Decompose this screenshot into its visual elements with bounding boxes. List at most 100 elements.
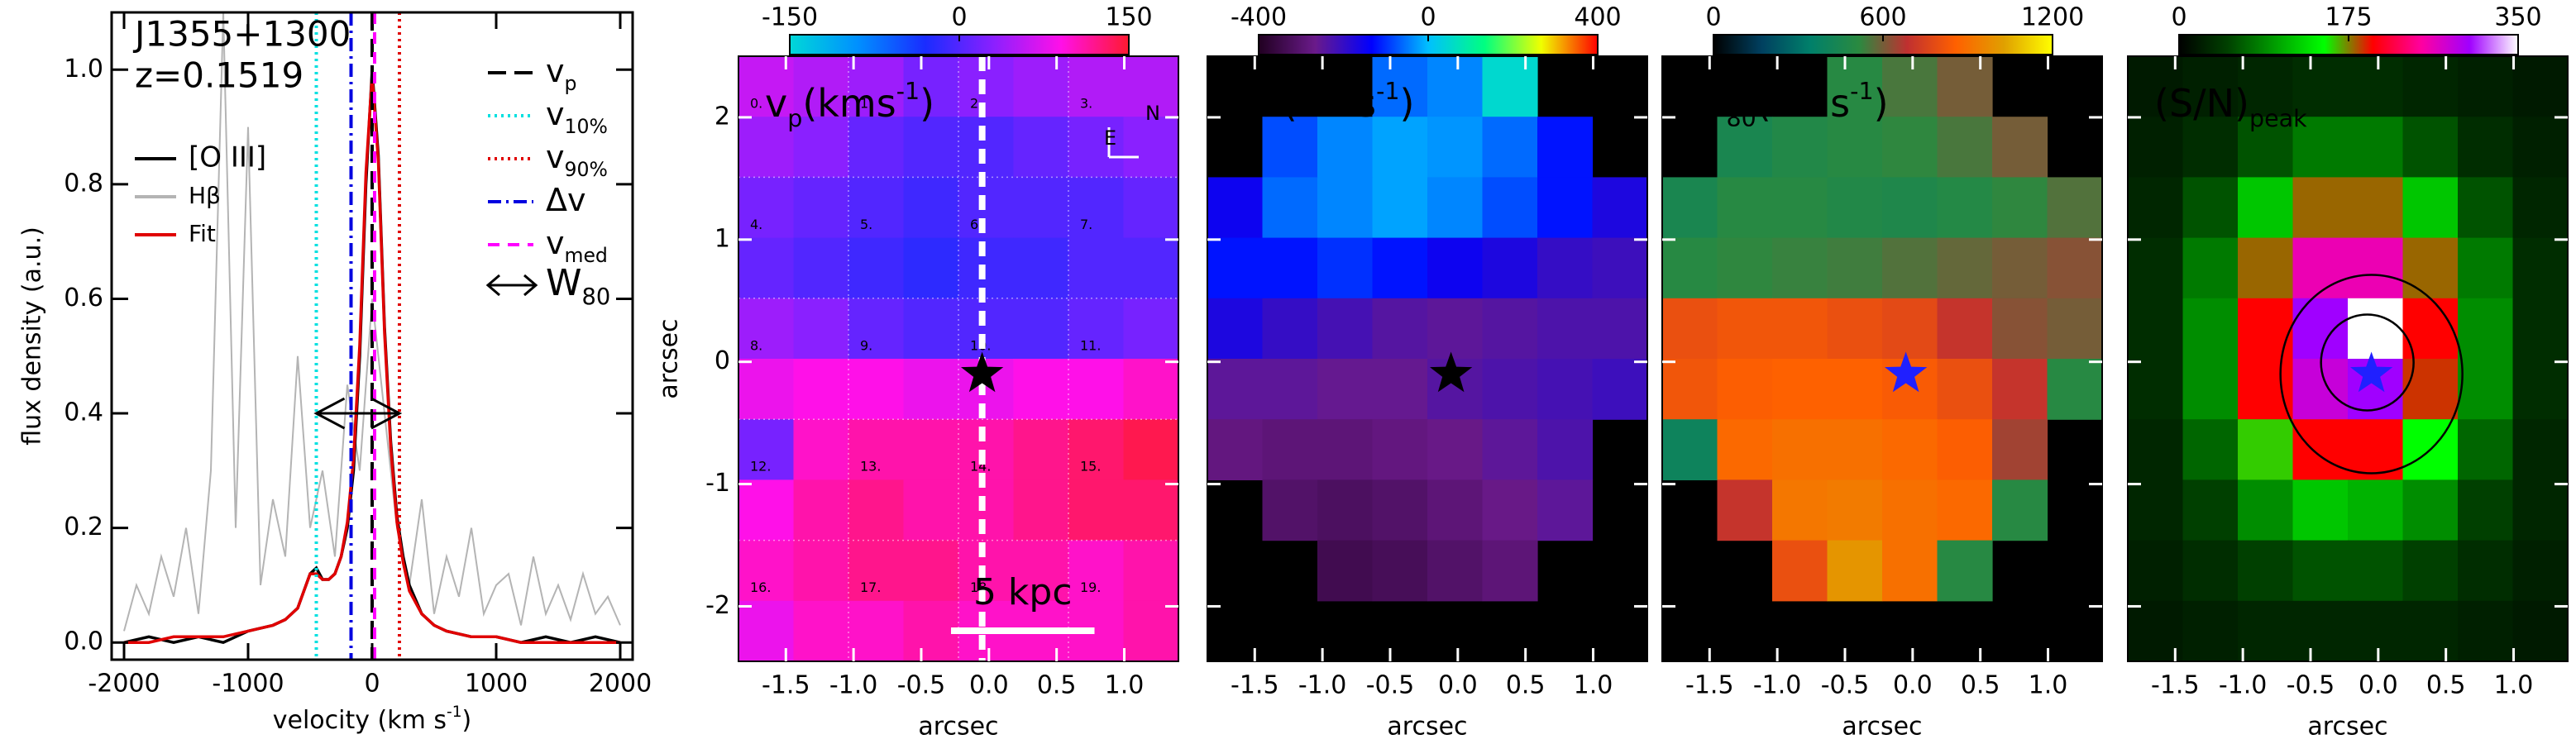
text-part: p — [565, 72, 577, 95]
map-cell — [1772, 298, 1828, 360]
map-cell — [1427, 540, 1484, 602]
x-tick-label: -0.5 — [1366, 671, 1415, 700]
x-tick-label: 1.0 — [1105, 671, 1145, 700]
map-cell — [2292, 298, 2349, 360]
text-part: -1 — [447, 703, 462, 721]
region-label: 8. — [750, 337, 762, 353]
text-part: 80 — [582, 284, 611, 310]
map-cell — [2458, 419, 2514, 480]
map-cell — [2238, 237, 2294, 299]
map-cell — [958, 298, 1015, 360]
map-cell — [1068, 359, 1125, 420]
map-cell — [1882, 540, 1938, 602]
map-cell — [1772, 479, 1828, 541]
map-cell — [848, 419, 905, 480]
map-cell — [1537, 479, 1594, 541]
map-cell — [1592, 298, 1648, 360]
text-part: v — [546, 96, 565, 132]
map-cell — [1372, 479, 1428, 541]
map-cell — [1537, 359, 1594, 420]
map-cell — [2182, 540, 2239, 602]
map-cell — [1827, 298, 1883, 360]
map-cell — [2348, 479, 2404, 541]
map-cell — [1662, 177, 1718, 239]
map-cell — [1207, 237, 1264, 299]
region-label: 19. — [1080, 579, 1101, 595]
map-cell — [2458, 117, 2514, 178]
map-cell — [1662, 237, 1718, 299]
text-part: W — [1689, 81, 1726, 126]
contour — [2320, 313, 2415, 412]
region-label: 11. — [1080, 337, 1101, 353]
y-tick-label: 2 — [714, 102, 730, 131]
map-cell — [1592, 177, 1648, 239]
map-cell — [848, 540, 905, 602]
text-part: 90% — [565, 158, 608, 181]
map-cell — [1662, 298, 1718, 360]
map-cell — [2182, 419, 2239, 480]
map-cell — [2402, 298, 2459, 360]
map-cell — [2128, 177, 2184, 239]
map-cell — [2128, 359, 2184, 420]
map-cell — [2458, 479, 2514, 541]
map-title: vp(kms-1) — [765, 78, 934, 132]
map-cell — [1937, 540, 1993, 602]
text-part: Δv(kms — [1234, 81, 1376, 126]
map-cell — [1123, 177, 1179, 239]
map-cell — [2182, 237, 2239, 299]
map-cell — [848, 237, 905, 299]
map-frame — [1207, 55, 1648, 662]
map-cell — [1372, 298, 1428, 360]
map-cell — [1482, 298, 1538, 360]
map-cell — [1717, 359, 1773, 420]
map-cell — [2238, 479, 2294, 541]
legend-arrow — [485, 274, 538, 297]
x-axis-label: arcsec — [2307, 713, 2387, 742]
x-tick-label: -1.5 — [762, 671, 810, 700]
map-cell — [848, 177, 905, 239]
y-tick-label: 1 — [714, 224, 730, 253]
x-tick-label: 0.5 — [1037, 671, 1077, 700]
map-cell — [2292, 600, 2349, 662]
map-cell — [1013, 177, 1069, 239]
legend-label: Δv — [546, 182, 585, 218]
colorbar-tick-label: 0 — [1420, 3, 1436, 32]
map-cell — [1317, 298, 1374, 360]
x-tick-label: 1000 — [465, 670, 528, 699]
x-tick-label: -1.5 — [2151, 671, 2200, 700]
text-part: (S/N) — [2154, 81, 2249, 126]
map-cell — [2402, 479, 2459, 541]
map-cell — [1717, 298, 1773, 360]
map-cell — [1262, 479, 1318, 541]
text-part: (kms — [1756, 81, 1850, 126]
map-cell — [958, 117, 1015, 178]
x-tick-label: 0.5 — [1506, 671, 1546, 700]
map-title: (S/N)peak — [2154, 81, 2307, 132]
map-cell — [1717, 479, 1773, 541]
x-tick-label: 0 — [364, 670, 380, 699]
map-cell — [1262, 419, 1318, 480]
map-cell — [1068, 479, 1125, 541]
x-tick-label: 0.0 — [1438, 671, 1478, 700]
map-cell — [1068, 419, 1125, 480]
map-cell — [1372, 177, 1428, 239]
map-frame — [1661, 55, 2103, 662]
map-cell — [1123, 419, 1179, 480]
map-cell — [1427, 419, 1484, 480]
map-cell — [2238, 540, 2294, 602]
map-cell — [2292, 419, 2349, 480]
map-cell — [1882, 419, 1938, 480]
text-part: v — [546, 225, 565, 261]
center-star — [1430, 351, 1473, 393]
map-cell — [1992, 177, 2048, 239]
map-cell — [2238, 298, 2294, 360]
map-cell — [738, 540, 795, 602]
map-cell — [2182, 600, 2239, 662]
text-part: ) — [1400, 81, 1415, 126]
map-cell — [1123, 600, 1179, 662]
region-label: 14. — [970, 459, 991, 475]
map-cell — [2128, 419, 2184, 480]
map-cell — [1772, 237, 1828, 299]
map-frame — [2127, 55, 2569, 662]
